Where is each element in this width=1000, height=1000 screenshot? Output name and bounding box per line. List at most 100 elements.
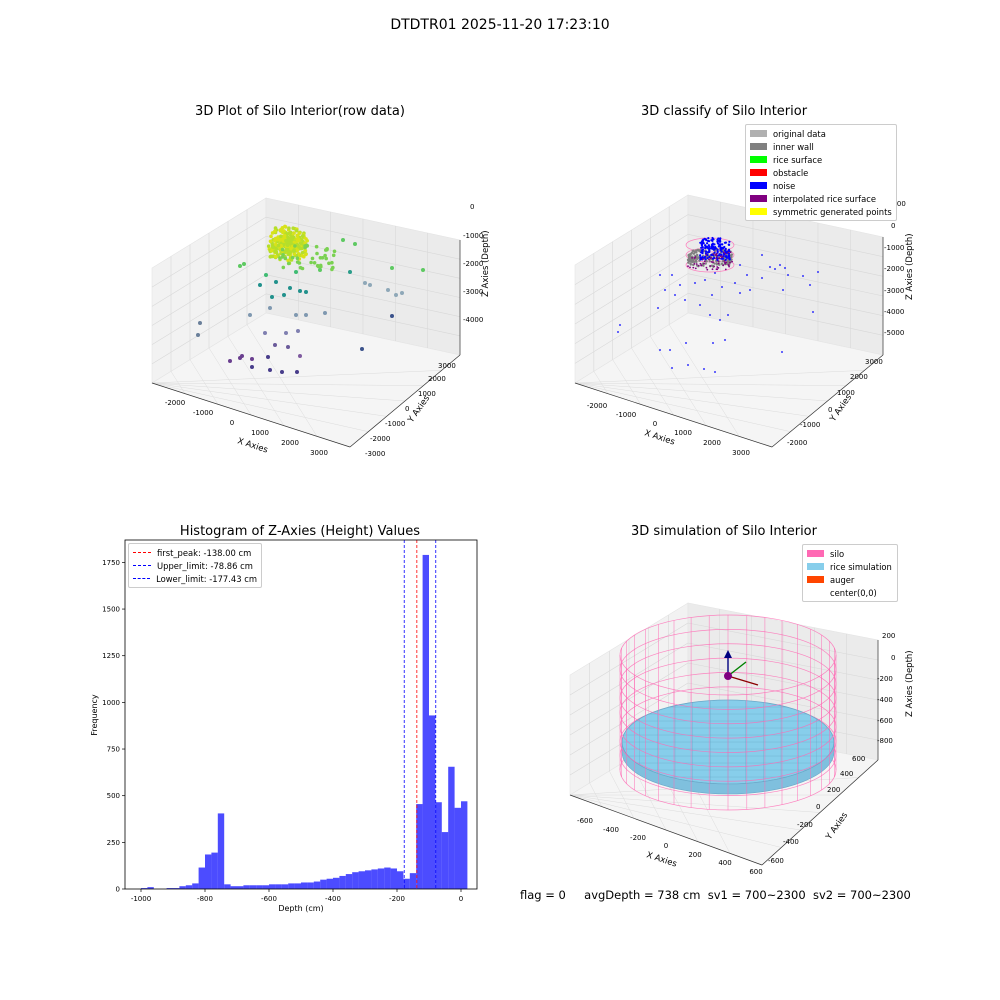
data-point <box>294 270 298 274</box>
cls-ztick: -5000 <box>884 329 904 337</box>
inner-wall-point <box>687 257 691 260</box>
cls-zlabel: Z Axies (Depth) <box>905 233 915 300</box>
noise-point <box>781 351 783 353</box>
histogram-bar <box>390 868 397 889</box>
cls-ztick: -1000 <box>884 244 904 252</box>
legend-item: auger <box>807 573 893 586</box>
data-point <box>315 251 319 256</box>
histogram-chart: -1000 -800 -600 -400 -200 0 0 250 500 750 1000 125… <box>90 539 478 913</box>
raw-ytick: -1000 <box>385 420 405 428</box>
histogram-bar <box>205 854 212 889</box>
legend-item: rice surface <box>750 153 892 166</box>
histogram-bar <box>377 868 385 889</box>
noise-point <box>702 238 705 242</box>
legend-item: obstacle <box>750 166 892 179</box>
grid-line <box>612 359 641 405</box>
grid-line <box>574 382 828 402</box>
histogram-bar <box>307 882 314 889</box>
interpolated-point <box>716 268 719 271</box>
data-point <box>286 261 291 266</box>
inner-wall-point <box>713 262 716 265</box>
noise-point <box>706 253 709 257</box>
sim-zlabel: Z Axies (Depth) <box>905 650 915 717</box>
noise-point <box>694 282 696 284</box>
data-point <box>276 243 281 248</box>
data-point <box>279 234 283 239</box>
data-point <box>304 252 308 257</box>
histogram-bar <box>454 807 461 889</box>
data-point <box>278 228 283 232</box>
data-point <box>285 248 290 252</box>
raw-ztick: -2000 <box>463 260 483 268</box>
data-point <box>330 267 334 272</box>
data-point <box>324 256 329 261</box>
data-point <box>281 265 286 270</box>
data-point <box>304 237 308 241</box>
raw-ytick: 2000 <box>428 375 446 383</box>
interpolated-point <box>700 264 703 267</box>
noise-point <box>619 324 621 326</box>
sim-ytick: 400 <box>840 770 853 778</box>
data-point <box>331 253 336 258</box>
data-point <box>318 268 322 272</box>
noise-point <box>704 258 707 261</box>
interpolated-point <box>717 267 720 269</box>
histogram-bar <box>192 883 199 889</box>
interpolated-point <box>715 252 718 255</box>
data-point <box>285 234 290 239</box>
data-point <box>325 247 329 251</box>
data-point <box>238 356 242 360</box>
data-point <box>270 245 275 249</box>
interpolated-point <box>729 261 731 264</box>
interpolated-point <box>723 251 725 254</box>
grid-line <box>151 382 424 386</box>
data-point <box>196 333 200 337</box>
grid-line <box>151 382 406 402</box>
noise-point <box>659 274 661 276</box>
data-point <box>286 258 290 263</box>
legend-swatch <box>807 576 824 583</box>
data-point <box>296 237 301 241</box>
noise-point <box>617 331 619 333</box>
grid-line <box>208 347 252 416</box>
auger-z-arrowhead <box>724 650 732 658</box>
figure-title: DTDTR01 2025-11-20 17:23:10 <box>390 17 610 33</box>
noise-point <box>784 267 786 269</box>
data-point <box>274 250 279 255</box>
legend-swatch <box>750 143 767 150</box>
data-point <box>368 283 372 287</box>
cls-ytick: 1000 <box>837 389 855 397</box>
cls-xlabel: X Axies <box>643 428 676 447</box>
cls-ytick: -1000 <box>800 421 820 429</box>
x-tick-label: -200 <box>389 895 405 903</box>
interpolated-point <box>705 266 708 269</box>
sim-ytick: -200 <box>797 821 813 829</box>
data-point <box>310 256 315 261</box>
noise-point <box>706 242 709 245</box>
histogram-bar <box>397 871 404 889</box>
noise-point <box>685 342 687 344</box>
noise-point <box>706 251 709 254</box>
legend-item: Upper_limit: -78.86 cm <box>133 559 257 572</box>
noise-point <box>707 244 710 247</box>
noise-point <box>711 294 713 296</box>
y-axis-line <box>771 354 884 448</box>
data-point <box>238 264 242 268</box>
histogram-bar <box>173 888 180 889</box>
data-point <box>263 331 267 335</box>
data-point <box>273 236 278 241</box>
histogram-bar <box>365 870 372 889</box>
cls-ytick: -2000 <box>787 439 807 447</box>
data-point <box>300 266 305 271</box>
histogram-bar <box>422 554 429 889</box>
inner-wall-point <box>692 252 696 255</box>
grid-line <box>151 370 442 384</box>
y-tick-label: 1000 <box>102 699 120 707</box>
noise-point <box>713 246 716 249</box>
noise-point <box>699 254 702 257</box>
sim-xtick: 400 <box>718 859 731 867</box>
legend-swatch <box>807 550 824 557</box>
data-point <box>282 242 286 247</box>
data-point <box>327 261 331 266</box>
grid-line <box>227 336 285 426</box>
